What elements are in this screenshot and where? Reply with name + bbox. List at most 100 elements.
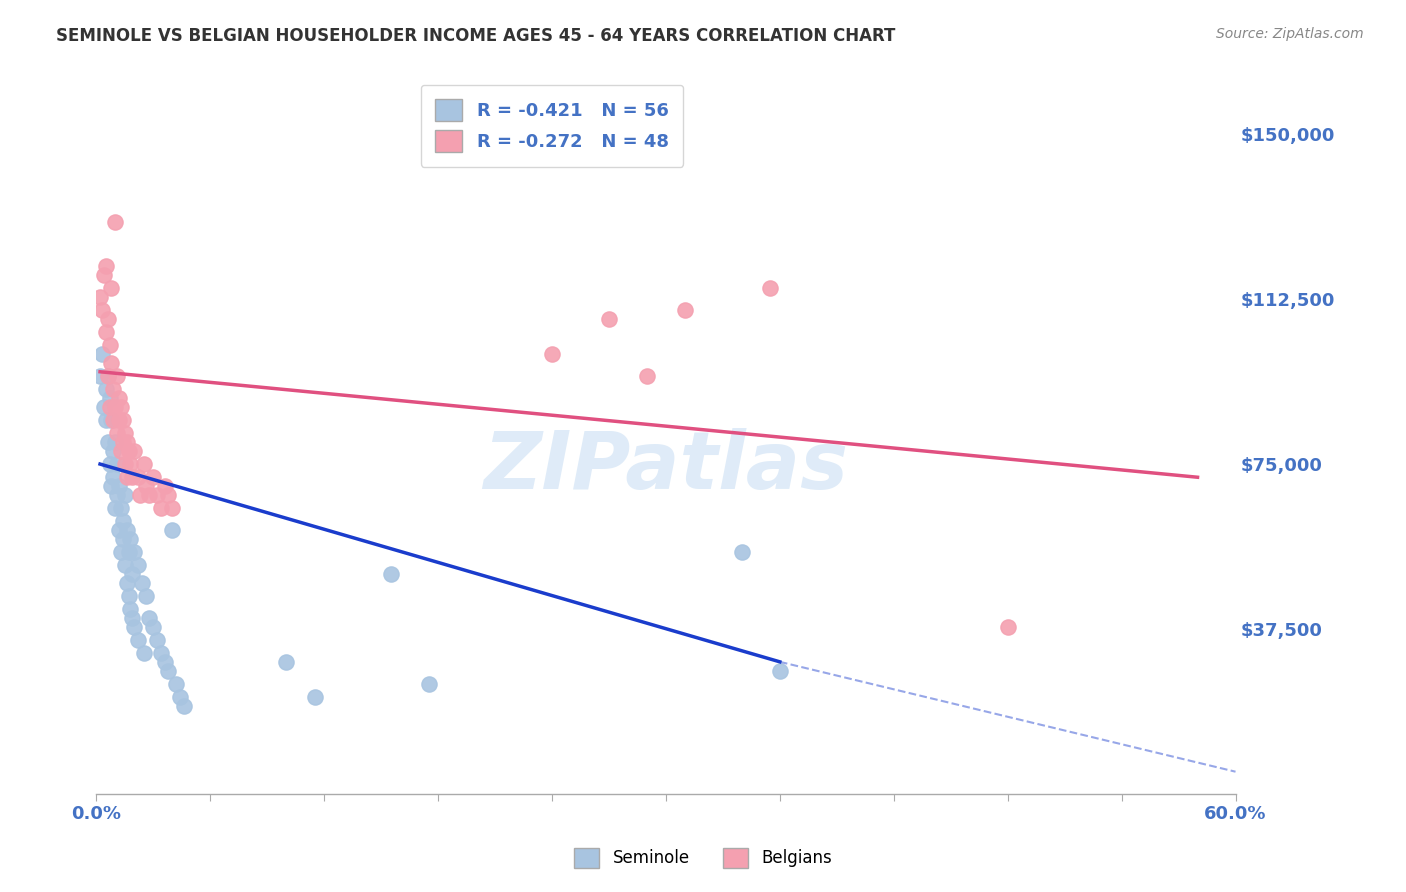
Point <box>138 488 160 502</box>
Point <box>149 501 172 516</box>
Point <box>110 400 132 414</box>
Point <box>114 558 136 573</box>
Point <box>117 589 139 603</box>
Point <box>97 312 120 326</box>
Point <box>122 443 145 458</box>
Point <box>108 413 131 427</box>
Point <box>418 677 440 691</box>
Point <box>111 413 134 427</box>
Point <box>132 457 155 471</box>
Point <box>731 545 754 559</box>
Point <box>157 488 180 502</box>
Point <box>122 620 145 634</box>
Point <box>105 369 128 384</box>
Text: Source: ZipAtlas.com: Source: ZipAtlas.com <box>1216 27 1364 41</box>
Point <box>759 281 782 295</box>
Point <box>165 677 187 691</box>
Point <box>100 356 122 370</box>
Point <box>146 488 169 502</box>
Point <box>98 400 121 414</box>
Point <box>138 611 160 625</box>
Point <box>89 290 111 304</box>
Text: SEMINOLE VS BELGIAN HOUSEHOLDER INCOME AGES 45 - 64 YEARS CORRELATION CHART: SEMINOLE VS BELGIAN HOUSEHOLDER INCOME A… <box>56 27 896 45</box>
Point <box>117 443 139 458</box>
Legend: R = -0.421   N = 56, R = -0.272   N = 48: R = -0.421 N = 56, R = -0.272 N = 48 <box>420 85 683 167</box>
Point <box>105 488 128 502</box>
Point <box>304 690 326 704</box>
Point <box>169 690 191 704</box>
Point <box>108 391 131 405</box>
Point <box>91 347 114 361</box>
Point <box>110 501 132 516</box>
Point <box>115 523 138 537</box>
Point <box>93 268 115 282</box>
Point <box>117 545 139 559</box>
Point <box>135 479 157 493</box>
Point <box>127 470 149 484</box>
Point <box>104 501 127 516</box>
Point <box>127 632 149 647</box>
Point <box>115 435 138 450</box>
Point <box>97 369 120 384</box>
Point <box>135 589 157 603</box>
Point <box>110 443 132 458</box>
Point <box>122 545 145 559</box>
Point <box>91 303 114 318</box>
Point <box>541 347 564 361</box>
Point <box>105 457 128 471</box>
Point <box>120 532 142 546</box>
Point <box>98 338 121 352</box>
Point <box>142 620 165 634</box>
Point <box>104 435 127 450</box>
Point <box>142 470 165 484</box>
Legend: Seminole, Belgians: Seminole, Belgians <box>568 841 838 875</box>
Point <box>100 281 122 295</box>
Text: ZIPatlas: ZIPatlas <box>484 428 848 507</box>
Point <box>598 312 620 326</box>
Point <box>89 369 111 384</box>
Point <box>120 457 142 471</box>
Point <box>160 501 183 516</box>
Point <box>157 664 180 678</box>
Point <box>94 382 117 396</box>
Point <box>93 400 115 414</box>
Point <box>104 215 127 229</box>
Point <box>111 532 134 546</box>
Point <box>111 435 134 450</box>
Point <box>769 664 792 678</box>
Point <box>132 646 155 660</box>
Point <box>115 470 138 484</box>
Point <box>121 611 143 625</box>
Point <box>111 514 134 528</box>
Point <box>98 457 121 471</box>
Point <box>110 545 132 559</box>
Point <box>153 479 176 493</box>
Point <box>100 413 122 427</box>
Point <box>115 575 138 590</box>
Point <box>997 620 1019 634</box>
Point <box>121 566 143 581</box>
Point <box>108 479 131 493</box>
Point <box>103 470 125 484</box>
Point <box>97 369 120 384</box>
Point <box>131 575 153 590</box>
Point <box>173 698 195 713</box>
Point <box>274 655 297 669</box>
Point <box>104 400 127 414</box>
Point <box>120 602 142 616</box>
Point <box>108 523 131 537</box>
Point <box>103 382 125 396</box>
Point <box>94 325 117 339</box>
Point <box>114 457 136 471</box>
Point <box>127 558 149 573</box>
Point <box>149 646 172 660</box>
Point <box>97 435 120 450</box>
Point <box>160 523 183 537</box>
Point <box>636 369 658 384</box>
Point <box>94 260 117 274</box>
Point <box>146 632 169 647</box>
Point <box>114 488 136 502</box>
Point <box>94 413 117 427</box>
Point <box>105 426 128 441</box>
Point <box>121 470 143 484</box>
